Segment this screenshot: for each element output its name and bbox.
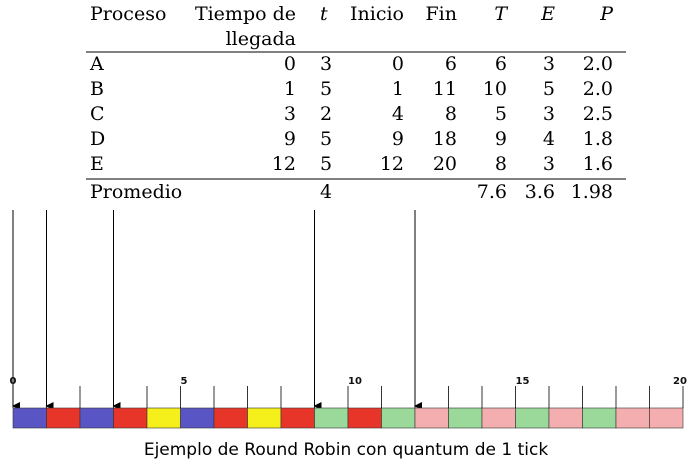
- cell-T-2: 5: [495, 103, 507, 125]
- cell-P-4: 1.6: [583, 153, 613, 175]
- table-body: A 0 3 0 6 6 3 2.0B 1 5 1 11 10 5 2.0C 3 2 4 8 5 3 2.5D 9 5 9 18 9 4…: [89, 53, 613, 175]
- cell-inicio-1: 1: [392, 78, 404, 100]
- cell-llegada-0: 0: [284, 53, 296, 75]
- cell-t-4: 5: [320, 153, 332, 175]
- header-inicio: Inicio: [350, 3, 404, 25]
- cell-proceso-4: E: [90, 153, 104, 175]
- header-P: P: [599, 3, 614, 25]
- cell-E-1: 5: [543, 78, 555, 100]
- timeline-cell-6: [213, 407, 248, 429]
- timeline-cell-11: [381, 407, 416, 429]
- timeline-cell-19: [649, 407, 684, 429]
- timeline-cell-7: [247, 407, 282, 429]
- cell-E-2: 3: [543, 103, 555, 125]
- cell-llegada-1: 1: [284, 78, 296, 100]
- cell-P-2: 2.5: [583, 103, 613, 125]
- cell-fin-4: 20: [433, 153, 457, 175]
- cell-llegada-4: 12: [272, 153, 296, 175]
- cell-llegada-3: 9: [284, 128, 296, 150]
- timeline-cell-4: [146, 407, 181, 429]
- timeline-cell-1: [46, 407, 81, 429]
- timeline: [12, 407, 684, 429]
- cell-inicio-0: 0: [392, 53, 404, 75]
- timeline-cell-10: [347, 407, 382, 429]
- cell-t-2: 2: [320, 103, 332, 125]
- timeline-cell-9: [314, 407, 349, 429]
- timeline-cell-16: [548, 407, 583, 429]
- cell-proceso-0: A: [89, 53, 104, 75]
- diagram-caption: Ejemplo de Round Robin con quantum de 1 …: [143, 440, 549, 460]
- average-P: 1.98: [571, 181, 613, 203]
- timeline-cell-17: [582, 407, 617, 429]
- cell-t-3: 5: [320, 128, 332, 150]
- cell-E-0: 3: [543, 53, 555, 75]
- tick-label-20: 20: [673, 376, 687, 387]
- cell-fin-1: 11: [433, 78, 457, 100]
- cell-fin-0: 6: [445, 53, 457, 75]
- header-tiempo-de: Tiempo de: [195, 3, 296, 25]
- tick-label-5: 5: [181, 376, 188, 387]
- cell-proceso-2: C: [90, 103, 105, 125]
- results-table: Proceso Tiempo de llegada t Inicio Fin T…: [86, 3, 626, 203]
- header-llegada: llegada: [226, 28, 296, 50]
- header-T: T: [494, 3, 508, 25]
- timeline-cell-12: [414, 407, 449, 429]
- cell-P-1: 2.0: [583, 78, 613, 100]
- timeline-cell-15: [515, 407, 550, 429]
- cell-inicio-3: 9: [392, 128, 404, 150]
- timeline-cell-0: [12, 407, 47, 429]
- cell-P-3: 1.8: [583, 128, 613, 150]
- cell-P-0: 2.0: [583, 53, 613, 75]
- tick-label-10: 10: [348, 376, 362, 387]
- average-label: Promedio: [90, 181, 182, 203]
- cell-T-4: 8: [495, 153, 507, 175]
- cell-inicio-2: 4: [392, 103, 404, 125]
- cell-E-3: 4: [543, 128, 555, 150]
- tick-label-0: 0: [10, 376, 17, 387]
- timeline-cell-8: [280, 407, 315, 429]
- cell-t-1: 5: [320, 78, 332, 100]
- timeline-cell-14: [481, 407, 516, 429]
- cell-proceso-1: B: [90, 78, 104, 100]
- timeline-cell-13: [448, 407, 483, 429]
- header-proceso: Proceso: [90, 3, 166, 25]
- cell-fin-2: 8: [445, 103, 457, 125]
- cell-proceso-3: D: [90, 128, 105, 150]
- cell-T-0: 6: [495, 53, 507, 75]
- cell-T-3: 9: [495, 128, 507, 150]
- cell-inicio-4: 12: [380, 153, 404, 175]
- cell-t-0: 3: [320, 53, 332, 75]
- average-T: 7.6: [477, 181, 507, 203]
- round-robin-diagram: ABCDE05101520: [10, 210, 687, 429]
- header-E: E: [540, 3, 555, 25]
- timeline-cell-18: [615, 407, 650, 429]
- timeline-cell-2: [79, 407, 114, 429]
- header-fin: Fin: [426, 3, 458, 25]
- cell-T-1: 10: [483, 78, 507, 100]
- timeline-cell-5: [180, 407, 215, 429]
- timeline-cell-3: [113, 407, 148, 429]
- average-t: 4: [320, 181, 332, 203]
- cell-fin-3: 18: [433, 128, 457, 150]
- average-E: 3.6: [525, 181, 555, 203]
- cell-E-4: 3: [543, 153, 555, 175]
- cell-llegada-2: 3: [284, 103, 296, 125]
- header-t: t: [320, 3, 328, 25]
- tick-label-15: 15: [516, 376, 530, 387]
